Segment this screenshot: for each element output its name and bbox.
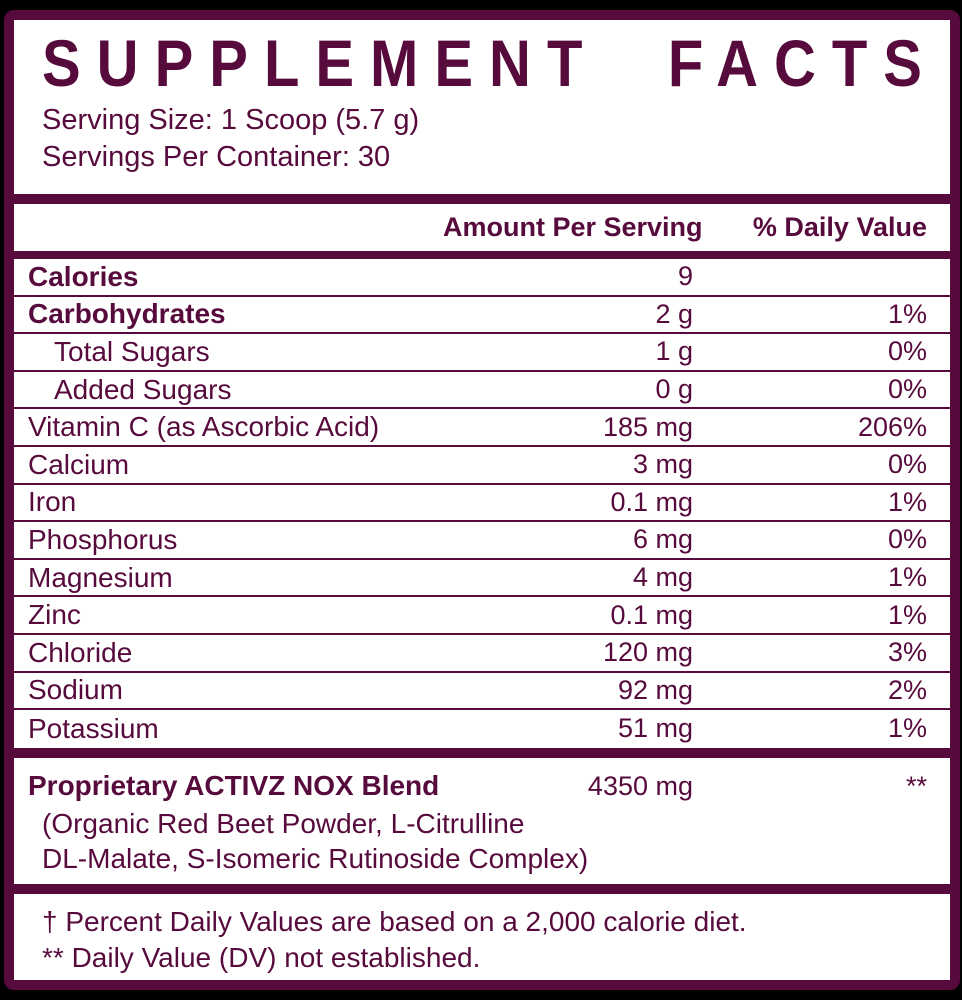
nutrient-daily-value: 0% [887,374,927,405]
row-vitamin-c: Vitamin C (as Ascorbic Acid) 185 mg 206% [14,409,950,447]
footnote-section: † Percent Daily Values are based on a 2,… [14,894,950,980]
nutrient-daily-value: 0% [887,336,927,367]
section-divider [14,884,950,894]
nutrient-daily-value: 1% [887,486,927,517]
row-chloride: Chloride 120 mg 3% [14,635,950,673]
nutrient-amount: 0.1 mg [610,599,693,630]
row-potassium: Potassium 51 mg 1% [14,710,950,748]
row-sodium: Sodium 92 mg 2% [14,673,950,711]
nutrient-name: Magnesium [28,561,173,593]
supplement-facts-label: SUPPLEMENT FACTS Serving Size: 1 Scoop (… [4,10,960,990]
title-word-supplement: SUPPLEMENT [42,26,599,101]
nutrient-daily-value: 3% [887,637,927,668]
row-carbohydrates: Carbohydrates 2 g 1% [14,297,950,335]
row-iron: Iron 0.1 mg 1% [14,485,950,523]
nutrient-name: Iron [28,486,77,518]
nutrient-amount: 4 mg [632,562,693,593]
nutrient-name: Phosphorus [28,523,178,555]
nutrient-name: Calories [28,260,139,292]
nutrient-amount: 1 g [655,336,693,367]
nutrient-name: Total Sugars [54,335,210,367]
section-divider [14,748,950,758]
nutrient-amount: 2 g [655,298,693,329]
nutrient-daily-value: 0% [887,524,927,555]
nutrient-name: Calcium [28,448,130,480]
title-word-facts: FACTS [667,26,938,101]
nutrient-amount: 185 mg [602,411,693,442]
blend-ingredients-line-1: (Organic Red Beet Powder, L-Citrulline [42,808,525,839]
row-total-sugars: Total Sugars 1 g 0% [14,334,950,372]
nutrient-amount: 6 mg [632,524,693,555]
nutrient-amount: 51 mg [617,713,693,744]
table-header-row: Amount Per Serving % Daily Value [14,204,950,259]
column-header-amount: Amount Per Serving [443,212,703,242]
nutrient-name: Carbohydrates [28,298,226,330]
servings-per-container: Servings Per Container: 30 [42,141,391,173]
footnote-dv-not-established: ** Daily Value (DV) not established. [42,942,481,973]
blend-amount: 4350 mg [587,771,693,801]
nutrient-amount: 92 mg [617,674,693,705]
title-section: SUPPLEMENT FACTS Serving Size: 1 Scoop (… [14,20,950,194]
nutrient-amount: 0.1 mg [610,486,693,517]
row-zinc: Zinc 0.1 mg 1% [14,597,950,635]
nutrient-name: Vitamin C (as Ascorbic Acid) [28,411,380,443]
blend-daily-value: ** [905,771,927,801]
nutrient-amount: 3 mg [632,449,693,480]
row-calcium: Calcium 3 mg 0% [14,447,950,485]
row-proprietary-blend: Proprietary ACTIVZ NOX Blend 4350 mg ** [14,766,950,806]
section-divider [14,194,950,204]
nutrient-daily-value: 1% [887,562,927,593]
nutrients-table: Amount Per Serving % Daily Value Calorie… [14,204,950,748]
nutrient-daily-value: 0% [887,449,927,480]
nutrient-daily-value: 1% [887,713,927,744]
serving-info: Serving Size: 1 Scoop (5.7 g) Servings P… [42,102,922,176]
nutrient-daily-value: 1% [887,298,927,329]
proprietary-blend-section: Proprietary ACTIVZ NOX Blend 4350 mg ** … [14,758,950,884]
nutrient-amount: 0 g [655,374,693,405]
nutrient-name: Chloride [28,636,133,668]
nutrient-name: Potassium [28,712,159,744]
nutrient-name: Added Sugars [54,373,232,405]
row-added-sugars: Added Sugars 0 g 0% [14,372,950,410]
nutrient-amount: 120 mg [602,637,693,668]
nutrient-name: Zinc [28,599,81,631]
page-title: SUPPLEMENT FACTS [42,26,922,101]
row-calories: Calories 9 [14,259,950,297]
column-header-daily-value: % Daily Value [752,212,927,242]
blend-ingredients-line-2: DL-Malate, S-Isomeric Rutinoside Complex… [42,843,589,874]
nutrient-daily-value: 206% [857,411,927,442]
footnote-daily-values: † Percent Daily Values are based on a 2,… [42,906,747,937]
nutrient-name: Sodium [28,674,123,706]
nutrient-daily-value: 2% [887,674,927,705]
row-phosphorus: Phosphorus 6 mg 0% [14,522,950,560]
blend-name: Proprietary ACTIVZ NOX Blend [28,770,440,801]
nutrient-amount: 9 [677,261,693,292]
serving-size: Serving Size: 1 Scoop (5.7 g) [42,104,420,136]
row-magnesium: Magnesium 4 mg 1% [14,560,950,598]
nutrient-daily-value: 1% [887,599,927,630]
